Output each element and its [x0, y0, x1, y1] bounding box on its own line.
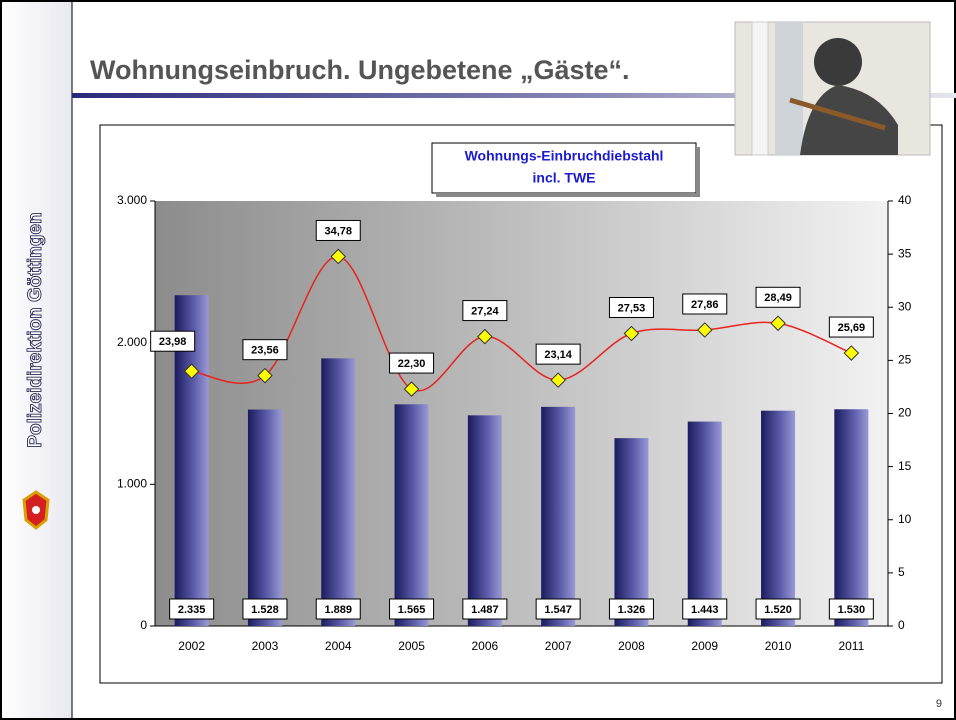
y-tick-label: 1.000	[117, 477, 147, 491]
chart-title: Wohnungs-Einbruchdiebstahl	[465, 148, 664, 164]
x-tick-label: 2011	[838, 639, 864, 653]
value-label: 1.520	[764, 604, 792, 616]
x-tick-label: 2007	[545, 639, 572, 653]
value-label: 23,56	[251, 345, 279, 357]
value-label: 1.487	[471, 604, 499, 616]
value-label: 2.335	[178, 604, 206, 616]
value-label: 1.528	[251, 604, 279, 616]
x-tick-label: 2010	[765, 639, 792, 653]
y-tick-label: 3.000	[117, 193, 147, 207]
value-label: 28,49	[764, 292, 792, 304]
x-tick-label: 2003	[252, 639, 279, 653]
bar	[688, 422, 722, 626]
bar	[614, 438, 648, 626]
value-label: 23,14	[544, 349, 572, 361]
value-label: 23,98	[159, 336, 187, 348]
value-label: 34,78	[324, 225, 352, 237]
bar	[321, 358, 355, 626]
value-label: 1.326	[618, 604, 646, 616]
value-label: 1.565	[398, 604, 426, 616]
value-label: 27,24	[471, 305, 499, 317]
x-tick-label: 2004	[325, 639, 352, 653]
y-tick-label: 0	[140, 618, 147, 632]
y2-tick-label: 35	[898, 246, 912, 260]
bar	[761, 411, 795, 626]
bar	[468, 415, 502, 626]
y2-tick-label: 15	[898, 459, 912, 473]
bar	[248, 410, 282, 626]
y2-tick-label: 40	[898, 193, 912, 207]
bar	[834, 409, 868, 626]
chart-title-shadow	[436, 193, 700, 197]
page-number: 9	[936, 698, 942, 710]
y2-tick-label: 5	[898, 565, 905, 579]
x-tick-label: 2005	[398, 639, 425, 653]
x-tick-label: 2002	[178, 639, 205, 653]
value-label: 25,69	[838, 322, 866, 334]
slide-title: Wohnungseinbruch. Ungebetene „Gäste“.	[90, 55, 630, 85]
value-label: 27,86	[691, 299, 719, 311]
x-tick-label: 2008	[618, 639, 645, 653]
slide: Polizeidirektion Göttingen Wohnungseinbr…	[0, 0, 956, 720]
value-label: 22,30	[398, 358, 426, 370]
value-label: 1.443	[691, 604, 719, 616]
sidebar-text: Polizeidirektion Göttingen	[25, 212, 46, 447]
y2-tick-label: 0	[898, 618, 905, 632]
value-label: 1.530	[838, 604, 866, 616]
bar	[395, 404, 429, 626]
y-tick-label: 2.000	[117, 335, 147, 349]
x-tick-label: 2006	[471, 639, 498, 653]
value-label: 1.547	[544, 604, 572, 616]
chart-title: incl. TWE	[533, 170, 596, 186]
y2-tick-label: 30	[898, 299, 912, 313]
photo	[735, 22, 930, 155]
logo	[24, 492, 48, 528]
chart-title-shadow	[696, 147, 700, 197]
bar	[541, 407, 575, 626]
y2-tick-label: 10	[898, 512, 912, 526]
y2-tick-label: 20	[898, 406, 912, 420]
x-tick-label: 2009	[691, 639, 718, 653]
y2-tick-label: 25	[898, 353, 912, 367]
value-label: 1.889	[324, 604, 352, 616]
value-label: 27,53	[618, 302, 646, 314]
